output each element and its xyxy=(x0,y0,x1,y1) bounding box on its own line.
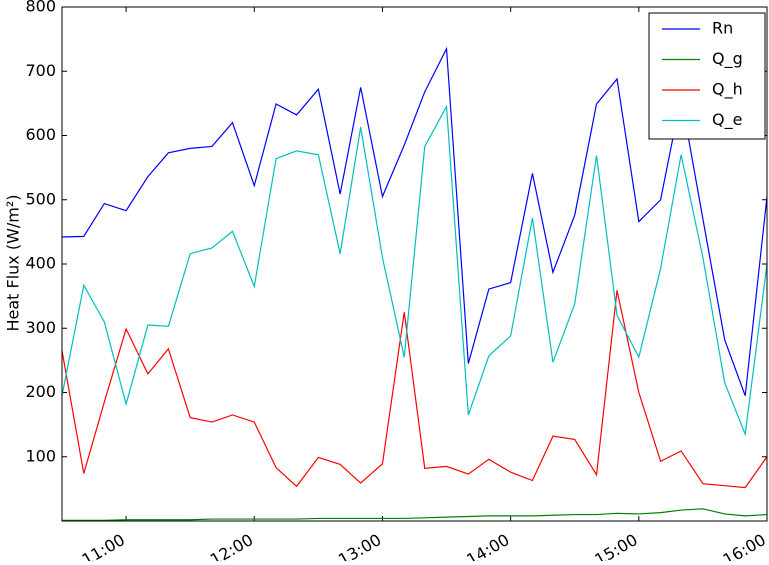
y-tick-label: 400 xyxy=(25,254,56,273)
x-tick-label: 15:00 xyxy=(591,530,640,561)
series-line xyxy=(61,46,768,396)
y-tick-label: 600 xyxy=(25,125,56,144)
x-tick-label: 16:00 xyxy=(720,530,769,561)
y-tick-label: 100 xyxy=(25,446,56,465)
legend-label: Q_h xyxy=(712,80,743,100)
legend-label: Q_g xyxy=(712,49,743,69)
legend-label: Rn xyxy=(712,19,733,38)
y-tick-label: 200 xyxy=(25,382,56,401)
x-tick-label: 13:00 xyxy=(335,530,384,561)
x-tick-label: 14:00 xyxy=(463,530,512,561)
x-tick-label: 12:00 xyxy=(207,530,256,561)
y-axis-title: Heat Flux (W/m²) xyxy=(4,194,23,331)
plot-frame xyxy=(61,6,768,522)
series-line xyxy=(62,508,768,521)
y-tick-label: 700 xyxy=(25,61,56,80)
x-tick-label: 11:00 xyxy=(79,530,128,561)
y-tick-label: 500 xyxy=(25,189,56,208)
series-line xyxy=(61,104,768,437)
series-line xyxy=(61,290,768,489)
legend-label: Q_e xyxy=(712,110,742,130)
legend-box xyxy=(648,12,766,140)
y-tick-label: 800 xyxy=(25,0,56,16)
y-tick-label: 300 xyxy=(25,318,56,337)
